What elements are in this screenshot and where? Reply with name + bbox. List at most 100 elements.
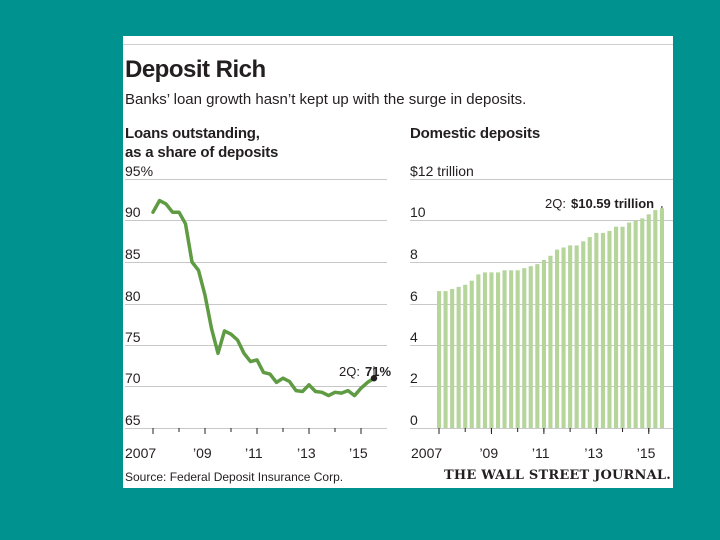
loans-data-point — [224, 330, 226, 332]
loans-xtick-label: ’15 — [349, 445, 368, 461]
loans-chart-title-line-1: Loans outstanding, — [125, 125, 260, 142]
loans-data-point — [360, 387, 362, 389]
publisher-logo: THE WALL STREET JOURNAL. — [444, 468, 671, 483]
loans-xtick-label: 2007 — [125, 445, 156, 461]
top-rule — [123, 44, 673, 45]
deposits-bar — [568, 245, 573, 428]
loans-data-point — [302, 390, 304, 392]
deposits-bar — [522, 268, 527, 428]
deposits-bar — [594, 232, 599, 428]
deposits-bar — [443, 291, 448, 428]
deposits-bar — [581, 241, 586, 429]
loans-data-point — [263, 371, 265, 373]
deposits-bar — [600, 232, 605, 428]
deposits-xtick-label: ’13 — [584, 445, 603, 461]
loans-data-point — [289, 381, 291, 383]
loans-last-point-marker — [370, 375, 378, 382]
loans-data-point — [198, 269, 200, 271]
page-title: Deposit Rich — [125, 56, 266, 83]
deposits-bar — [620, 226, 625, 428]
loans-data-point — [152, 211, 154, 213]
loans-series-line — [151, 198, 376, 398]
deposits-bar — [489, 272, 494, 428]
deposits-ytick-label: 4 — [410, 329, 418, 345]
deposits-ytick-label: 10 — [410, 204, 426, 220]
deposits-xtick-label: ’09 — [479, 445, 498, 461]
deposits-bar — [496, 272, 501, 428]
loans-callout-prefix: 2Q: — [339, 364, 360, 379]
charts-svg: 95% 90 85 80 75 70 65 2007 ’09 ’11 ’13 ’15 2Q: 71% $12… — [125, 163, 673, 461]
deposits-xtick-label: ’11 — [532, 445, 550, 461]
loans-chart-title: Loans outstanding, as a share of deposit… — [125, 124, 385, 162]
loans-ytick-label: 90 — [125, 204, 141, 220]
deposits-bar — [548, 255, 553, 428]
deposits-bar — [574, 245, 579, 428]
loans-ytick-label: 95% — [125, 163, 153, 179]
deposits-bar — [528, 266, 533, 428]
loans-data-point — [191, 261, 193, 263]
deposits-bar — [456, 286, 461, 428]
loans-xtick-label: ’11 — [245, 445, 263, 461]
loans-ytick-label: 85 — [125, 246, 141, 262]
deposits-bar — [437, 291, 442, 428]
loans-data-point — [354, 395, 356, 397]
loans-data-point — [295, 390, 297, 392]
deposits-bar — [482, 272, 487, 428]
deposits-callout-prefix: 2Q: — [545, 196, 566, 211]
deposits-bar — [607, 230, 612, 428]
loans-data-point — [230, 333, 232, 335]
loans-data-point — [256, 359, 258, 361]
deposits-bar — [614, 226, 619, 428]
loans-data-point — [334, 391, 336, 393]
deposits-bar — [515, 270, 520, 428]
loans-data-point — [347, 390, 349, 392]
deposits-bar — [450, 289, 455, 428]
deposits-bar — [587, 237, 592, 428]
chart-panel: Deposit Rich Banks’ loan growth hasn’t k… — [123, 36, 673, 488]
deposits-chart-title-line-1: Domestic deposits — [410, 125, 540, 142]
loans-data-point — [159, 200, 161, 202]
loans-chart-title-line-2: as a share of deposits — [125, 144, 279, 161]
deposits-bar — [561, 247, 566, 428]
loans-callout-value: 71% — [365, 364, 391, 379]
deposits-xtick-label: ’15 — [637, 445, 656, 461]
deposits-bar — [659, 208, 664, 428]
loans-data-point — [315, 390, 317, 392]
loans-data-point — [276, 381, 278, 383]
deposits-ytick-label: $12 trillion — [410, 163, 474, 179]
loans-data-point — [211, 327, 213, 329]
deposits-ytick-label: 8 — [410, 246, 418, 262]
loans-data-point — [269, 373, 271, 375]
loans-xtick-label: ’13 — [297, 445, 316, 461]
loans-ytick-label: 70 — [125, 370, 141, 386]
deposits-bar — [509, 270, 514, 428]
deposits-bar — [633, 220, 638, 428]
loans-data-point — [341, 392, 343, 394]
deposits-bar — [502, 270, 507, 428]
deposits-bar — [627, 222, 632, 428]
loans-data-point — [282, 377, 284, 379]
deposits-ytick-label: 6 — [410, 288, 418, 304]
loans-ytick-label: 75 — [125, 329, 141, 345]
deposits-bar — [555, 249, 560, 428]
loans-data-point — [185, 223, 187, 225]
loans-data-point — [243, 352, 245, 354]
loans-data-point — [165, 203, 167, 205]
deposits-bar — [640, 218, 645, 428]
loans-data-point — [308, 384, 310, 386]
deposits-bar — [463, 284, 468, 428]
deposits-bar — [541, 259, 546, 428]
loans-ytick-label: 65 — [125, 412, 141, 428]
loans-data-point — [237, 339, 239, 341]
loans-data-point — [321, 391, 323, 393]
loans-data-point — [172, 211, 174, 213]
loans-xtick-label: ’09 — [193, 445, 212, 461]
loans-data-point — [217, 352, 219, 354]
deposits-callout-value: $10.59 trillion — [571, 196, 654, 211]
deposits-bar — [476, 274, 481, 428]
loans-data-point — [178, 211, 180, 213]
loans-ytick-label: 80 — [125, 288, 141, 304]
deposits-bar — [535, 264, 540, 428]
deposits-bar — [646, 214, 651, 428]
loans-data-point — [250, 361, 252, 363]
